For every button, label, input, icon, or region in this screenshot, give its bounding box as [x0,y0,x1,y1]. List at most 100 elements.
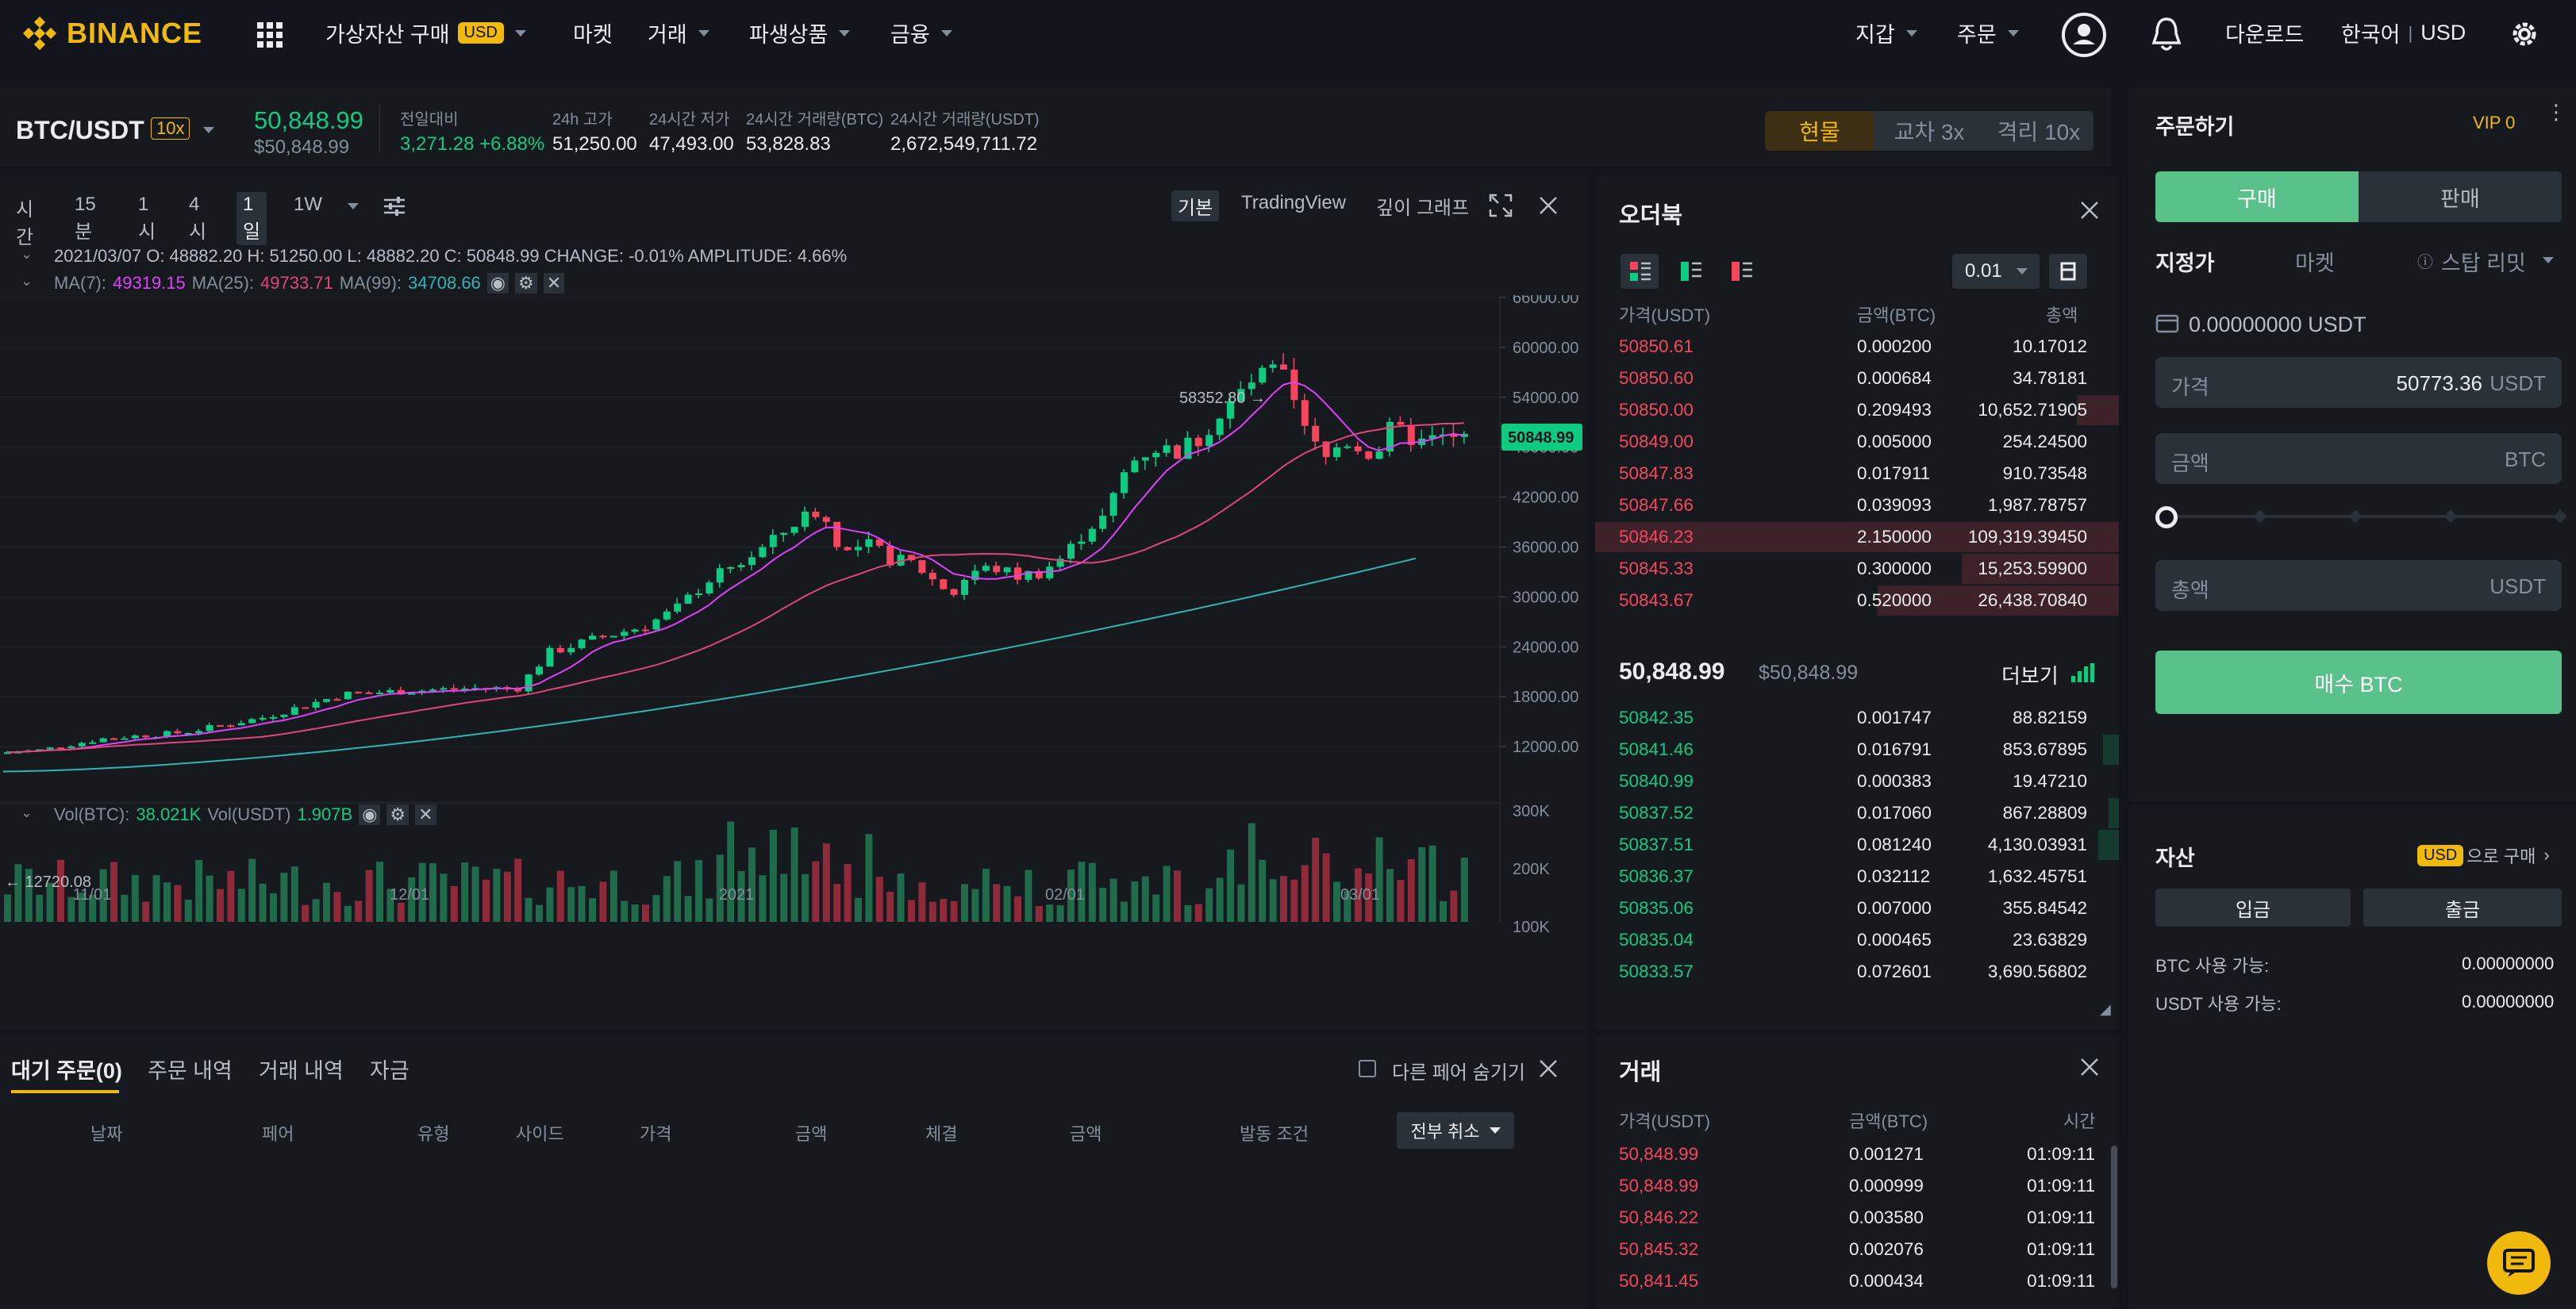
ask-row[interactable]: 50845.33 0.300000 15,253.59900 [1595,554,2119,584]
tab-open-orders[interactable]: 대기 주문(0) [11,1059,122,1083]
bid-row[interactable]: 50837.52 0.017060 867.28809 [1595,798,2119,828]
mode-isolated-tab[interactable]: 격리 10x [1997,120,2081,144]
chevron-down-icon[interactable] [2543,257,2554,263]
tab-order-history[interactable]: 주문 내역 [148,1059,233,1083]
settings-icon[interactable]: ⚙ [386,804,409,825]
close-icon[interactable] [2079,200,2100,226]
nav-orders[interactable]: 주문 [1957,17,2019,48]
buy-btc-button[interactable]: 매수 BTC [2155,651,2562,714]
bid-row[interactable]: 50841.46 0.016791 853.67895 [1595,735,2119,765]
resize-handle-icon[interactable]: ◢ [2100,1001,2111,1017]
chevron-down-icon[interactable]: ⌄ [21,246,33,262]
amount-input[interactable]: 금액 BTC [2155,433,2562,484]
bid-row[interactable]: 50842.35 0.001747 88.82159 [1595,703,2119,733]
nav-download[interactable]: 다운로드 [2225,17,2304,48]
eye-icon[interactable]: ◉ [359,804,381,825]
order-type-stop-limit[interactable]: 스탑 리밋 [2441,251,2526,275]
settings-icon[interactable]: ⚙ [515,273,537,294]
price-chart[interactable]: 66000.0060000.0054000.0048000.0042000.00… [0,295,1587,977]
interval-tab[interactable]: 4시 [189,194,207,243]
withdraw-button[interactable]: 출금 [2363,889,2562,927]
more-options-icon[interactable]: ⋮ [2546,100,2566,124]
fullscreen-icon[interactable] [1489,194,1513,223]
ask-row[interactable]: 50847.83 0.017911 910.73548 [1595,459,2119,489]
orderbook-view-both-icon[interactable] [1621,254,1659,289]
slider-step[interactable] [2553,509,2567,524]
eye-icon[interactable]: ◉ [486,273,509,294]
ask-row[interactable]: 50847.66 0.039093 1,987.78757 [1595,490,2119,520]
slider-step[interactable] [2443,509,2458,524]
precision-select[interactable]: 0.01 [1952,254,2040,289]
nav-finance[interactable]: 금융 [890,17,952,48]
interval-tab[interactable]: 1W [294,194,322,215]
slider-step[interactable] [2253,509,2267,524]
slider-step[interactable] [2348,509,2363,524]
nav-language[interactable]: 한국어 | USD [2341,17,2466,48]
cancel-all-button[interactable]: 전부 취소 [1397,1112,1514,1149]
hide-other-pairs-checkbox[interactable] [1359,1060,1376,1077]
indicator-settings-icon[interactable] [383,195,406,223]
apps-grid-icon[interactable] [256,21,284,55]
bid-row[interactable]: 50837.51 0.081240 4,130.03931 [1595,830,2119,860]
chat-support-button[interactable] [2487,1231,2551,1295]
buy-with-usd-link[interactable]: USD 으로 구매 › [2417,843,2550,868]
ask-row[interactable]: 50850.61 0.000200 10.17012 [1595,332,2119,362]
gear-icon[interactable] [2508,17,2541,56]
binance-logo[interactable]: BINANCE [21,14,202,52]
close-icon[interactable]: ✕ [543,273,565,294]
chevron-down-icon[interactable] [203,127,214,133]
orderbook-view-asks-icon[interactable] [1722,254,1760,289]
bid-row[interactable]: 50840.99 0.000383 19.47210 [1595,766,2119,797]
tab-trade-history[interactable]: 거래 내역 [259,1059,344,1083]
tab-funds[interactable]: 자금 [370,1059,409,1083]
nav-derivatives[interactable]: 파생상품 [749,17,851,48]
nav-trade[interactable]: 거래 [648,17,709,48]
buy-tab[interactable]: 구매 [2155,171,2359,222]
amount-slider-track[interactable] [2160,515,2565,518]
ask-row[interactable]: 50850.60 0.000684 34.78181 [1595,363,2119,393]
ask-row[interactable]: 50843.67 0.520000 26,438.70840 [1595,585,2119,616]
trades-scrollbar[interactable] [2111,1146,2117,1288]
nav-buy-crypto[interactable]: 가상자산 구매 USD [325,17,526,48]
mode-cross-tab[interactable]: 교차 3x [1894,120,1965,144]
user-avatar-icon[interactable] [2060,11,2108,64]
interval-tab[interactable]: 시간 [16,199,34,248]
bid-row[interactable]: 50835.04 0.000465 23.63829 [1595,925,2119,955]
nav-markets[interactable]: 마켓 [573,17,613,48]
total-input[interactable]: 총액 USDT [2155,560,2562,611]
order-type-market[interactable]: 마켓 [2295,251,2335,275]
bid-row[interactable]: 50833.57 0.072601 3,690.56802 [1595,957,2119,987]
orderbook-settings-icon[interactable] [2049,254,2087,289]
sell-tab[interactable]: 판매 [2359,171,2562,222]
interval-tab[interactable]: 1시 [138,194,156,243]
deposit-button[interactable]: 입금 [2155,889,2351,927]
chevron-down-icon[interactable]: ⌄ [21,273,33,289]
interval-tab[interactable]: 15분 [75,194,96,243]
ask-row[interactable]: 50850.00 0.209493 10,652.71905 [1595,395,2119,425]
interval-tab-active[interactable]: 1일 [236,192,267,245]
close-icon[interactable] [1538,1058,1559,1084]
nav-wallet[interactable]: 지갑 [1855,17,1917,48]
vip-badge[interactable]: VIP 0 [2473,113,2516,132]
order-type-limit[interactable]: 지정가 [2155,251,2215,275]
view-basic-tab[interactable]: 기본 [1171,190,1220,221]
ask-row[interactable]: 50846.23 2.150000 109,319.39450 [1595,522,2119,552]
close-icon[interactable]: ✕ [415,804,436,825]
orderbook-view-bids-icon[interactable] [1671,254,1709,289]
view-tradingview-tab[interactable]: TradingView [1241,192,1347,213]
more-link[interactable]: 더보기 [2001,664,2059,688]
price-input[interactable]: 가격 50773.36 USDT [2155,357,2562,408]
close-icon[interactable] [2079,1057,2100,1083]
view-depth-tab[interactable]: 깊이 그래프 [1376,198,1470,219]
pair-name[interactable]: BTC/USDT [16,116,144,144]
chevron-down-icon[interactable] [348,203,359,209]
bid-row[interactable]: 50836.37 0.032112 1,632.45751 [1595,862,2119,892]
mode-spot-tab[interactable]: 현물 [1765,111,1874,151]
chevron-down-icon[interactable]: ⌄ [21,804,33,820]
slider-handle[interactable] [2155,506,2178,528]
bid-row[interactable]: 50835.06 0.007000 355.84542 [1595,893,2119,923]
info-icon[interactable]: ⓘ [2417,254,2433,271]
close-icon[interactable] [1538,195,1559,221]
bell-icon[interactable] [2151,16,2182,58]
ask-row[interactable]: 50849.00 0.005000 254.24500 [1595,427,2119,457]
